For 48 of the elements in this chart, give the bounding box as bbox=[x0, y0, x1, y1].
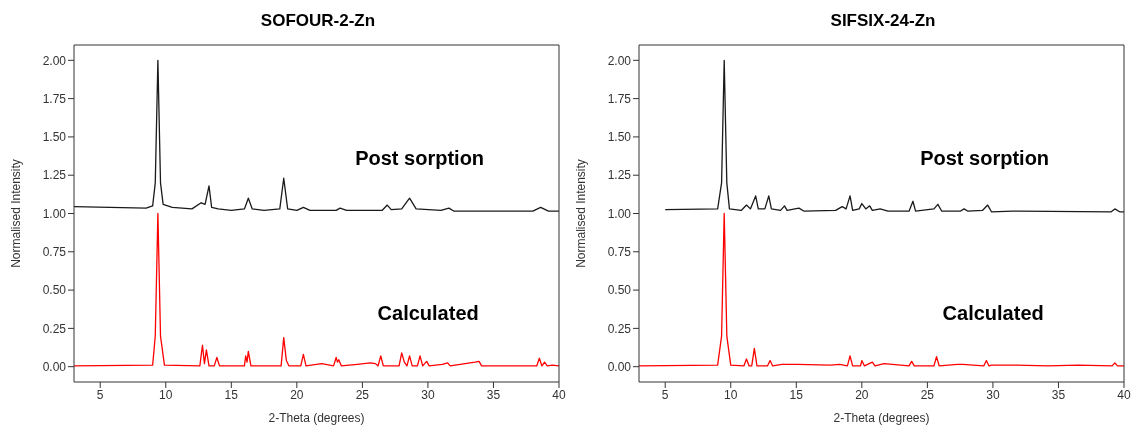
y-tick-label: 0.00 bbox=[607, 359, 632, 374]
x-tick-label: 30 bbox=[421, 387, 435, 402]
x-tick-label: 40 bbox=[1117, 387, 1131, 402]
x-axis-title: 2-Theta (degrees) bbox=[268, 411, 365, 425]
line-series bbox=[639, 212, 1124, 367]
x-tick-label: 20 bbox=[855, 387, 869, 402]
x-tick-label: 5 bbox=[96, 387, 104, 402]
y-tick-label: 1.00 bbox=[607, 206, 632, 221]
x-tick-label: 10 bbox=[724, 387, 738, 402]
y-tick-label: 0.25 bbox=[42, 321, 67, 336]
y-tick-label: 2.00 bbox=[42, 53, 67, 68]
y-tick-label: 0.50 bbox=[607, 283, 632, 298]
x-tick-label: 25 bbox=[920, 387, 935, 402]
y-tick-label: 1.25 bbox=[607, 168, 632, 183]
chart-title: SIFSIX-24-Zn bbox=[829, 10, 937, 32]
line-series bbox=[74, 59, 559, 212]
x-tick-label: 10 bbox=[159, 387, 173, 402]
text: Post sorption bbox=[355, 146, 485, 170]
y-tick-label: 2.00 bbox=[607, 53, 632, 68]
y-tick-label: 1.50 bbox=[607, 130, 632, 145]
series-label: Calculated bbox=[377, 302, 479, 325]
y-tick-label: 1.00 bbox=[42, 206, 67, 221]
series-label: Post sorption bbox=[920, 146, 1050, 170]
y-axis-title: Normalised Intensity bbox=[574, 159, 589, 268]
y-tick-label: 1.75 bbox=[42, 91, 67, 106]
line-series bbox=[664, 59, 1124, 213]
series-label: Calculated bbox=[942, 302, 1044, 325]
x-tick-label: 40 bbox=[552, 387, 566, 402]
y-tick-label: 1.25 bbox=[42, 168, 67, 183]
x-tick-label: 5 bbox=[661, 387, 669, 402]
x-tick-label: 35 bbox=[1051, 387, 1066, 402]
x-tick-label: 15 bbox=[789, 387, 804, 402]
y-tick-label: 1.50 bbox=[42, 130, 67, 145]
line-series bbox=[74, 212, 559, 367]
x-tick-label: 35 bbox=[486, 387, 501, 402]
chart-title: SOFOUR-2-Zn bbox=[259, 10, 377, 32]
x-tick-label: 30 bbox=[986, 387, 1000, 402]
x-axis-title: 2-Theta (degrees) bbox=[833, 411, 930, 425]
y-tick-label: 0.00 bbox=[42, 359, 67, 374]
x-tick-label: 25 bbox=[355, 387, 370, 402]
y-axis-title: Normalised Intensity bbox=[9, 159, 24, 268]
x-tick-label: 20 bbox=[290, 387, 304, 402]
y-tick-label: 0.75 bbox=[607, 245, 632, 260]
y-tick-label: 0.75 bbox=[42, 245, 67, 260]
y-tick-label: 0.50 bbox=[42, 283, 67, 298]
y-tick-label: 0.25 bbox=[607, 321, 632, 336]
y-tick-label: 1.75 bbox=[607, 91, 632, 106]
x-tick-label: 15 bbox=[224, 387, 239, 402]
